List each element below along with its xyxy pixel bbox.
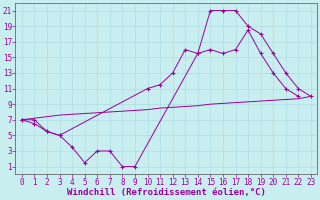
X-axis label: Windchill (Refroidissement éolien,°C): Windchill (Refroidissement éolien,°C) [67,188,266,197]
